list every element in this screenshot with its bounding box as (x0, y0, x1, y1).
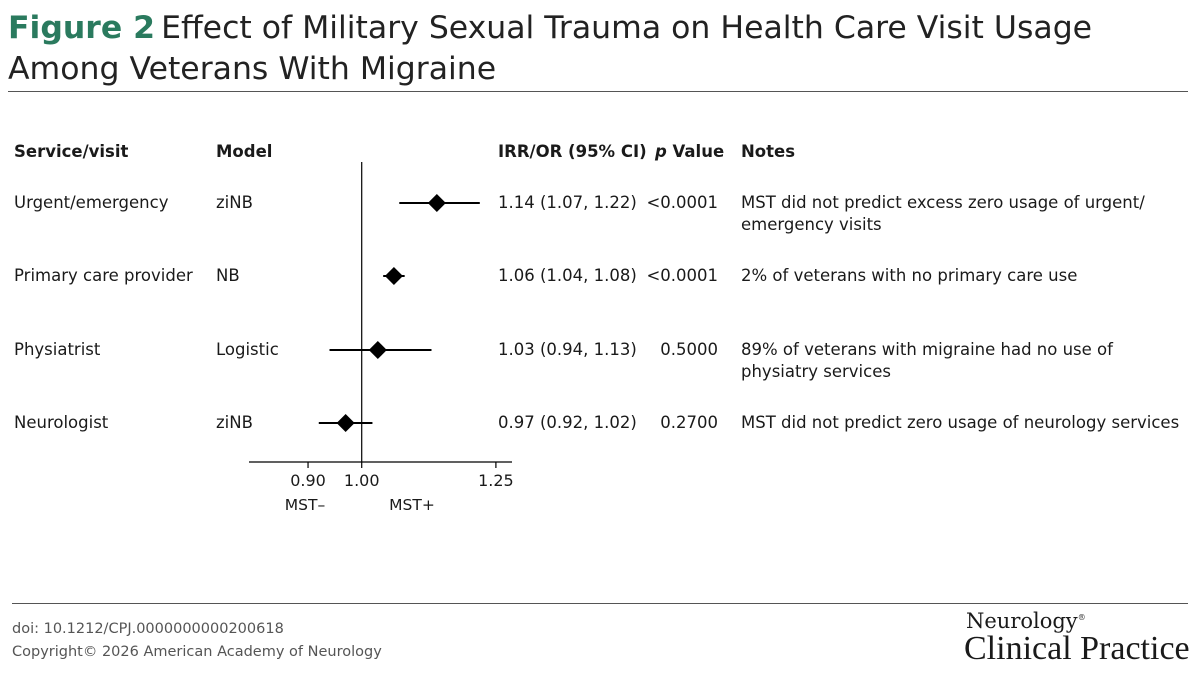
figure-label: Figure 2 (8, 10, 156, 46)
header-p-rest: Value (666, 142, 725, 161)
journal-logo-subtitle: Clinical Practice (964, 630, 1190, 667)
row-note: MST did not predict excess zero usage of… (741, 193, 1145, 234)
estimate-diamond (336, 414, 355, 432)
doi-text: doi: 10.1212/CPJ.0000000000200618 (12, 621, 284, 637)
title-divider (8, 91, 1188, 92)
journal-name: Neurology (966, 609, 1078, 633)
row-service: Primary care provider (14, 266, 193, 285)
footer-divider (12, 603, 1188, 604)
figure-title-text: Effect of Military Sexual Trauma on Heal… (8, 10, 1093, 87)
estimate-diamond (384, 267, 403, 285)
direction-label-right: MST+ (389, 496, 435, 514)
row-irr: 1.14 (1.07, 1.22) (498, 193, 637, 212)
estimate-diamond (427, 194, 446, 212)
direction-label-left: MST– (285, 496, 325, 514)
registered-mark: ® (1077, 613, 1086, 622)
row-model: Logistic (216, 340, 279, 359)
row-service: Urgent/emergency (14, 193, 169, 212)
header-p-italic: p (655, 142, 667, 161)
journal-logo-neurology: Neurology® (966, 609, 1086, 633)
x-tick-label: 0.90 (290, 471, 326, 490)
row-note: 2% of veterans with no primary care use (741, 266, 1078, 285)
header-irr: IRR/OR (95% CI) (498, 142, 647, 161)
row-irr: 0.97 (0.92, 1.02) (498, 413, 637, 432)
header-p-value: p Value (655, 142, 724, 161)
x-tick-label: 1.25 (478, 471, 514, 490)
row-p-value: <0.0001 (646, 266, 718, 285)
row-p-value: 0.2700 (660, 413, 718, 432)
figure-title: Figure 2 Effect of Military Sexual Trauma… (8, 8, 1193, 90)
row-p-value: <0.0001 (646, 193, 718, 212)
row-model: NB (216, 266, 240, 285)
row-irr: 1.03 (0.94, 1.13) (498, 340, 637, 359)
row-note: 89% of veterans with migraine had no use… (741, 340, 1113, 381)
row-model: ziNB (216, 193, 253, 212)
row-service: Physiatrist (14, 340, 101, 359)
header-model: Model (216, 142, 273, 161)
row-note: MST did not predict zero usage of neurol… (741, 413, 1180, 432)
header-service: Service/visit (14, 142, 129, 161)
header-notes: Notes (741, 142, 796, 161)
row-model: ziNB (216, 413, 253, 432)
x-tick-label: 1.00 (344, 471, 380, 490)
row-irr: 1.06 (1.04, 1.08) (498, 266, 637, 285)
row-p-value: 0.5000 (660, 340, 718, 359)
row-service: Neurologist (14, 413, 109, 432)
estimate-diamond (368, 341, 387, 359)
copyright-text: Copyright© 2026 American Academy of Neur… (12, 644, 382, 660)
